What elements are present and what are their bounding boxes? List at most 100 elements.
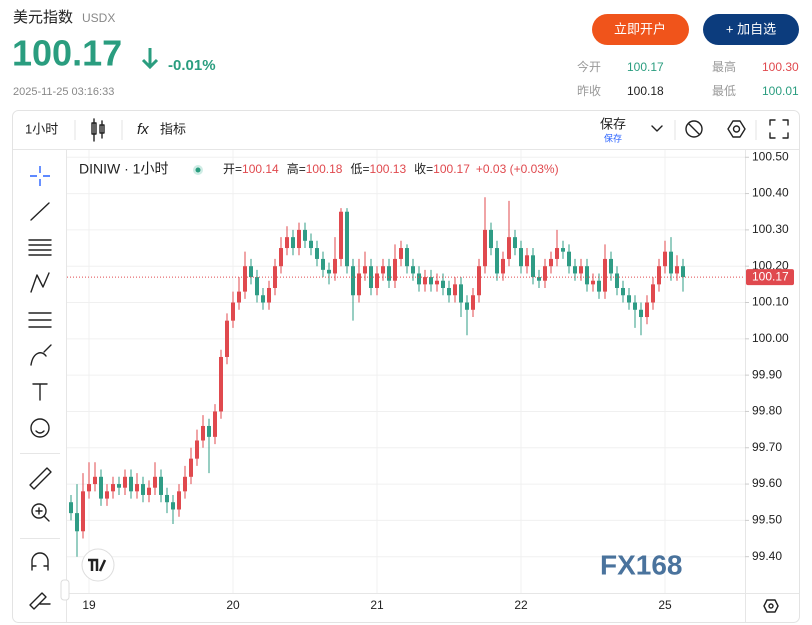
projection-tool[interactable] [28,312,52,328]
ruler-tool[interactable] [29,467,52,490]
candle-body [303,229,307,241]
x-tick-label: 21 [370,598,384,612]
change: -0.01% [168,57,216,74]
candle-body [483,229,487,267]
left-toolbar [20,166,60,610]
candle-body [297,229,301,249]
candle-body [141,484,145,495]
watermark: FX168 [600,549,683,580]
y-tick-label: 99.80 [752,404,782,418]
candle-body [531,255,535,278]
y-tick-label: 99.60 [752,476,782,490]
candle-body [135,484,139,492]
zoom-tool[interactable] [31,503,50,522]
down-arrow [141,48,159,70]
candle-body [321,258,325,270]
candle-body [285,237,289,249]
x-tick-label: 19 [82,598,96,612]
indicators-button[interactable]: 指标 [160,121,186,136]
settings-icon[interactable] [727,120,746,138]
candle-body [219,356,223,412]
emoji-tool[interactable] [30,418,50,438]
candle-body [663,251,667,267]
legend-title: DINIW · 1小时 [79,161,168,177]
y-tick-label: 99.90 [752,367,782,381]
crosshair-tool[interactable] [30,166,50,186]
status-dot [195,167,201,173]
y-tick-label: 100.50 [752,149,789,163]
candle-body [405,248,409,267]
candle-body [99,476,103,499]
candle-body [387,266,391,281]
candle-icon[interactable] [91,118,105,142]
candle-body [159,476,163,495]
candle-body [543,266,547,281]
candle-body [465,302,469,310]
candle-body [621,287,625,296]
legend-label: 低= [350,162,369,176]
line-tool[interactable] [30,202,50,221]
candle-body [81,491,85,532]
candle-body [579,266,583,274]
open-account-button[interactable] [592,14,689,45]
collapse-handle[interactable] [60,579,70,601]
dropdown-icon[interactable] [651,125,663,132]
candle-body [279,248,283,267]
magnet-tool[interactable] [31,552,49,571]
fx-icon[interactable]: fx [137,121,149,138]
save-button[interactable]: 保存 [600,116,626,131]
candle-body [123,476,127,488]
legend-change: +0.03 (+0.03%) [476,162,559,176]
ohlc-legend: 开= 100.14 高= 100.18 低= 100.13 收= 100.17 +0.03 (+… [223,161,559,176]
candle-body [243,266,247,292]
candle-body [129,476,133,492]
candle-body [153,476,157,488]
button-label[interactable]: 立即开户 [614,21,666,36]
candle-body [177,491,181,510]
candle-body [417,273,421,285]
candle-body [627,295,631,303]
button-label[interactable]: + 加自选 [726,21,776,36]
text-tool[interactable] [32,383,48,401]
stat-label: 最高 [712,59,736,74]
candle-body [423,277,427,285]
y-tick-label: 100.40 [752,186,789,200]
axis-settings-icon[interactable] [763,599,779,613]
legend-value: 100.18 [306,162,343,176]
watchlist-button[interactable] [703,14,799,45]
stat-value: 100.18 [627,84,664,98]
candle-body [267,287,271,303]
x-tick-label: 25 [658,598,672,612]
brush-tool[interactable] [30,344,52,366]
stat-label: 昨收 [577,84,601,98]
candle-body [441,280,445,288]
replay-icon[interactable] [685,120,703,138]
fib-tool[interactable] [28,239,52,256]
candle-body [249,266,253,278]
candle-body [165,494,169,503]
fullscreen-icon[interactable] [769,119,789,139]
candle-body [513,237,517,249]
candle-body [453,284,457,296]
candle-body [669,251,673,274]
candle-body [171,502,175,510]
last-price-tag [746,269,794,286]
plot: 100.50 100.40 100.30 100.20 100.10 100.00 99.9… [67,149,794,612]
candle-body [315,248,319,259]
interval-button[interactable]: 1小时 [25,121,58,136]
y-tick-label: 99.40 [752,549,782,563]
lock-tool[interactable] [29,592,51,610]
candle-body [585,266,589,285]
candle-body [591,280,595,285]
legend-value: 100.14 [242,162,279,176]
candle-body [489,229,493,249]
candle-body [507,237,511,259]
candle-body [327,269,331,274]
candle-body [603,258,607,292]
candle-body [459,284,463,303]
candle-body [609,258,613,274]
pattern-tool[interactable] [30,272,50,293]
candle-body [255,277,259,296]
chart-frame [12,110,800,623]
last-price-label: 100.17 [752,269,789,283]
